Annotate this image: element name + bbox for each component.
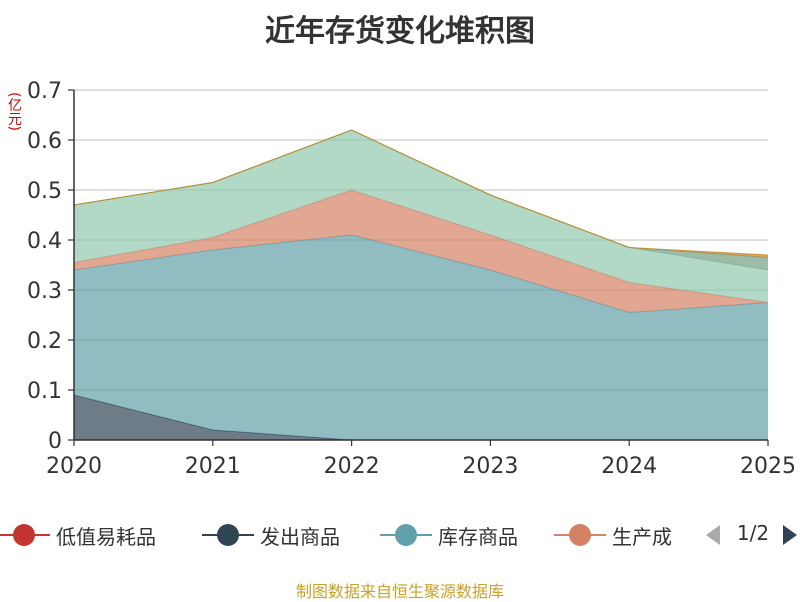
legend-label: 低值易耗品: [56, 524, 156, 549]
legend-marker-icon: [0, 518, 50, 552]
legend-item[interactable]: 低值易耗品: [0, 518, 156, 552]
area-series-4: [74, 130, 768, 303]
y-tick-label: 0.3: [27, 279, 62, 304]
legend-marker-icon: [380, 518, 432, 552]
data-source-note: 制图数据来自恒生聚源数据库: [295, 582, 504, 601]
area-series-1: [74, 395, 768, 440]
legend-marker-icon: [202, 518, 254, 552]
legend-item[interactable]: 库存商品: [380, 518, 518, 552]
legend-marker-icon: [554, 518, 606, 552]
chart-title: 近年存货变化堆积图: [265, 14, 535, 49]
x-tick-label: 2023: [462, 454, 518, 479]
legend-label: 生产成: [612, 524, 672, 549]
next-page-icon[interactable]: [783, 525, 797, 545]
legend-label: 发出商品: [260, 524, 340, 549]
legend-item[interactable]: 发出商品: [202, 518, 340, 552]
y-tick-label: 0.7: [27, 79, 62, 104]
y-tick-label: 0.6: [27, 129, 62, 154]
y-tick-label: 0.4: [27, 229, 62, 254]
x-tick-label: 2020: [46, 454, 102, 479]
legend-page-indicator: 1/2: [736, 521, 770, 545]
legend-item[interactable]: 生产成: [554, 518, 672, 552]
area-series-2: [74, 235, 768, 440]
x-tick-label: 2024: [601, 454, 657, 479]
legend-pager: 1/2: [700, 518, 800, 552]
legend: 低值易耗品 发出商品 库存商品 生产成: [0, 518, 800, 552]
y-tick-label: 0.1: [27, 379, 62, 404]
prev-page-icon[interactable]: [706, 525, 720, 545]
x-tick-label: 2022: [324, 454, 380, 479]
y-axis-unit-label: (亿元): [6, 92, 22, 131]
legend-label: 库存商品: [438, 524, 518, 549]
area-series-3: [74, 190, 768, 313]
line-series-6: [73, 129, 769, 256]
x-tick-label: 2021: [185, 454, 241, 479]
y-tick-label: 0.5: [27, 179, 62, 204]
y-tick-label: 0: [48, 429, 62, 454]
area-series-5: [74, 130, 768, 270]
y-tick-label: 0.2: [27, 329, 62, 354]
x-tick-label: 2025: [740, 454, 796, 479]
